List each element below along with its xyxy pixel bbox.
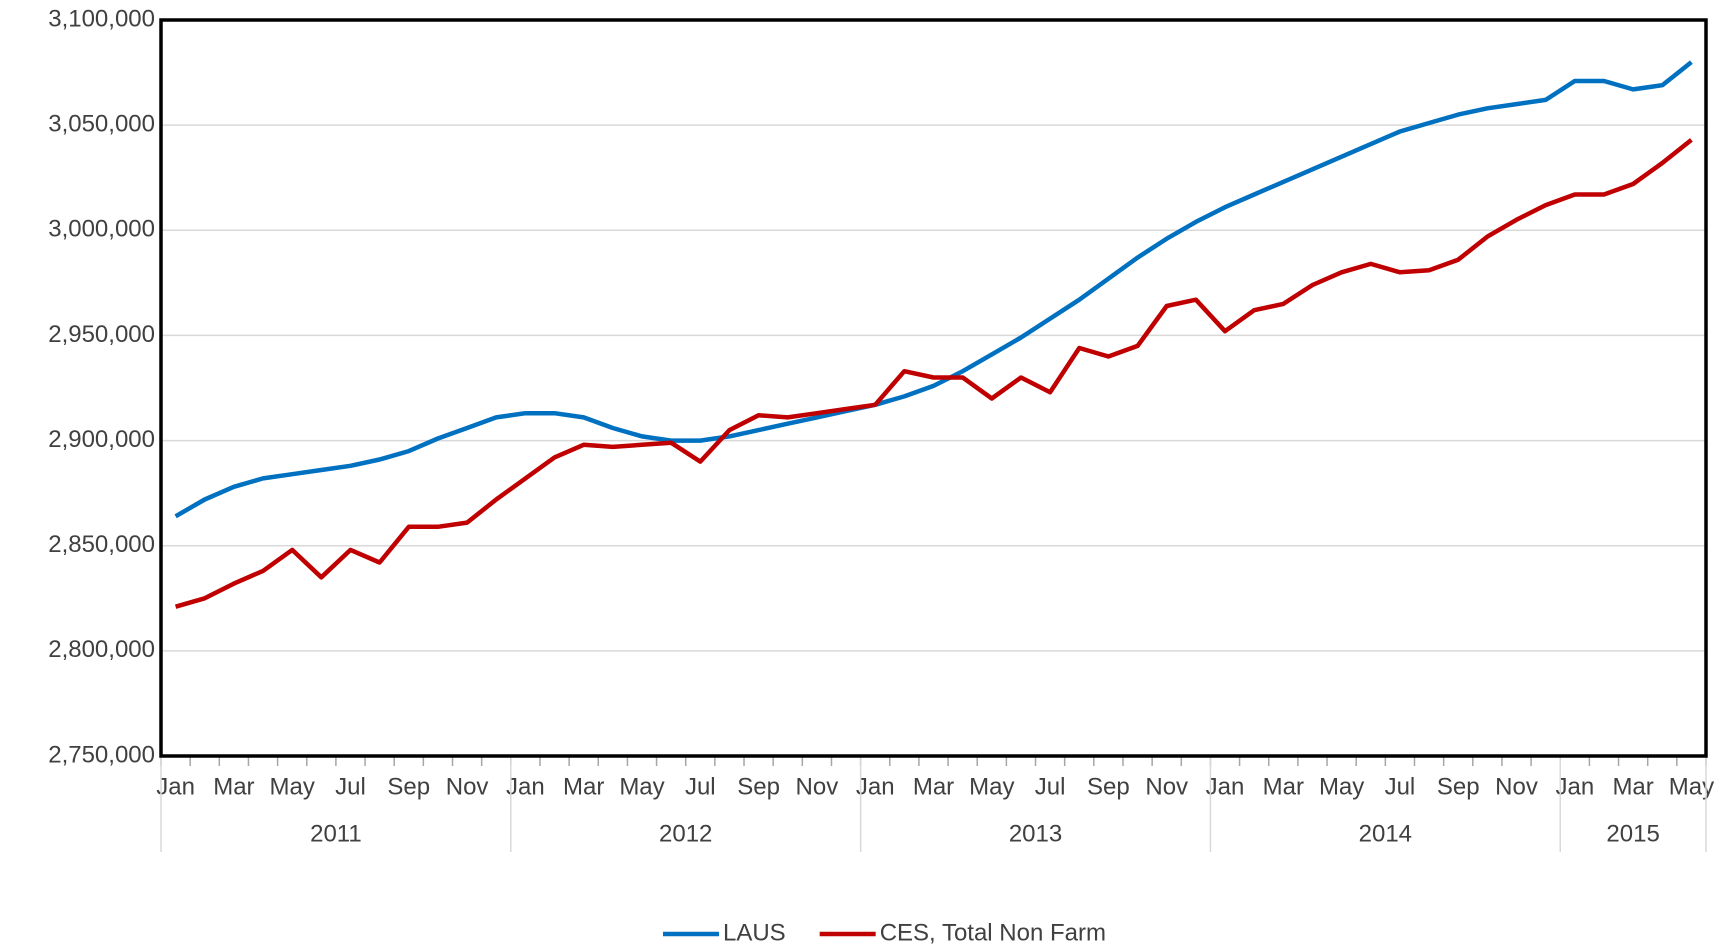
x-tick-label: Sep	[737, 773, 780, 800]
group-label: 2015	[1606, 820, 1659, 847]
x-tick-label: Jul	[1035, 773, 1066, 800]
y-tick-label: 2,900,000	[48, 426, 155, 453]
x-tick-label: Mar	[213, 773, 254, 800]
group-label: 2013	[1009, 820, 1062, 847]
y-tick-label: 2,800,000	[48, 636, 155, 663]
x-tick-label: May	[619, 773, 664, 800]
x-tick-label: May	[969, 773, 1014, 800]
x-tick-label: Mar	[913, 773, 954, 800]
x-tick-label: Mar	[1612, 773, 1653, 800]
x-tick-label: May	[1319, 773, 1364, 800]
x-tick-label: Nov	[796, 773, 839, 800]
group-label: 2014	[1359, 820, 1412, 847]
x-tick-label: Jan	[506, 773, 545, 800]
y-tick-label: 3,000,000	[48, 216, 155, 243]
x-tick-label: Nov	[1145, 773, 1188, 800]
x-tick-label: Nov	[1495, 773, 1538, 800]
x-tick-label: Jul	[335, 773, 366, 800]
plot-frame	[159, 18, 1708, 758]
x-tick-label: May	[270, 773, 315, 800]
legend-label: LAUS	[723, 919, 786, 944]
x-tick-label: Sep	[387, 773, 430, 800]
x-tick-label: Jan	[156, 773, 195, 800]
y-tick-label: 3,100,000	[48, 5, 155, 32]
legend-label: CES, Total Non Farm	[880, 919, 1106, 944]
x-tick-label: Sep	[1437, 773, 1480, 800]
x-tick-label: Jan	[1555, 773, 1594, 800]
x-tick-label: Mar	[563, 773, 604, 800]
y-tick-label: 2,750,000	[48, 741, 155, 768]
x-tick-label: Jan	[856, 773, 895, 800]
x-tick-label: Jul	[1385, 773, 1416, 800]
x-tick-label: Sep	[1087, 773, 1130, 800]
y-tick-label: 2,850,000	[48, 531, 155, 558]
series-line	[174, 60, 1693, 519]
x-tick-label: Mar	[1263, 773, 1304, 800]
y-tick-label: 2,950,000	[48, 321, 155, 348]
group-label: 2012	[659, 820, 712, 847]
y-tick-label: 3,050,000	[48, 110, 155, 137]
x-tick-label: May	[1669, 773, 1714, 800]
group-label: 2011	[310, 820, 362, 847]
series-line	[174, 138, 1693, 609]
x-tick-label: Jan	[1206, 773, 1245, 800]
x-tick-label: Jul	[685, 773, 716, 800]
x-tick-label: Nov	[446, 773, 489, 800]
